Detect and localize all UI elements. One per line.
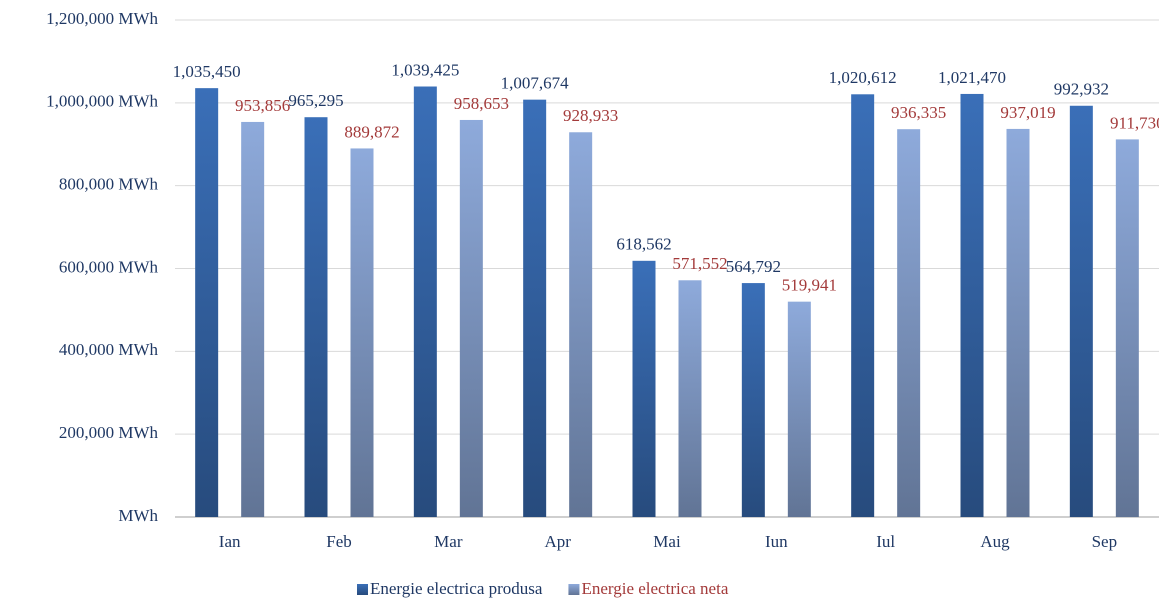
value-label: 958,653	[454, 94, 509, 113]
bar	[1006, 128, 1030, 517]
value-label: 928,933	[563, 106, 618, 125]
value-label: 1,021,470	[938, 68, 1006, 87]
bar	[787, 301, 811, 517]
x-tick-label: Ian	[219, 532, 241, 551]
x-tick-label: Apr	[544, 532, 571, 551]
legend-label: Energie electrica produsa	[370, 579, 543, 598]
bar	[678, 280, 702, 517]
bar	[350, 148, 374, 517]
value-label: 936,335	[891, 103, 946, 122]
x-tick-label: Iun	[765, 532, 788, 551]
bar	[569, 132, 593, 518]
value-label: 965,295	[288, 91, 343, 110]
value-label: 618,562	[616, 235, 671, 254]
legend-swatch	[568, 584, 580, 595]
y-tick-label: 600,000 MWh	[59, 257, 159, 276]
bar	[960, 93, 984, 518]
bar	[459, 119, 483, 517]
value-label: 953,856	[235, 96, 290, 115]
bar	[413, 86, 437, 517]
y-tick-label: 1,200,000 MWh	[46, 9, 158, 28]
x-tick-label: Sep	[1092, 532, 1118, 551]
value-label: 571,552	[672, 254, 727, 273]
bar	[897, 129, 921, 518]
y-tick-label: MWh	[118, 506, 158, 525]
bar	[1069, 105, 1093, 517]
value-label: 911,730	[1110, 113, 1159, 132]
bar	[741, 283, 765, 517]
value-label: 889,872	[344, 122, 399, 141]
y-tick-label: 200,000 MWh	[59, 423, 159, 442]
bar	[241, 121, 265, 517]
x-tick-label: Aug	[980, 532, 1010, 551]
legend-label: Energie electrica neta	[581, 579, 728, 598]
value-label: 1,039,425	[391, 60, 459, 79]
bar	[195, 88, 219, 517]
value-label: 937,019	[1000, 103, 1055, 122]
x-tick-label: Iul	[876, 532, 895, 551]
bar	[304, 117, 328, 518]
x-tick-label: Feb	[326, 532, 352, 551]
bar	[632, 260, 656, 517]
value-label: 1,020,612	[829, 68, 897, 87]
value-label: 1,007,674	[501, 74, 570, 93]
x-tick-label: Mai	[653, 532, 681, 551]
legend-swatch	[357, 584, 368, 595]
y-tick-label: 400,000 MWh	[59, 340, 159, 359]
bar	[1115, 139, 1139, 517]
x-tick-label: Mar	[434, 532, 463, 551]
y-tick-label: 800,000 MWh	[59, 175, 159, 194]
bar	[523, 99, 547, 517]
value-label: 564,792	[726, 257, 781, 276]
value-label: 992,932	[1054, 80, 1109, 99]
bar	[851, 94, 875, 517]
value-label: 1,035,450	[173, 62, 241, 81]
y-tick-label: 1,000,000 MWh	[46, 92, 158, 111]
value-label: 519,941	[782, 276, 837, 295]
